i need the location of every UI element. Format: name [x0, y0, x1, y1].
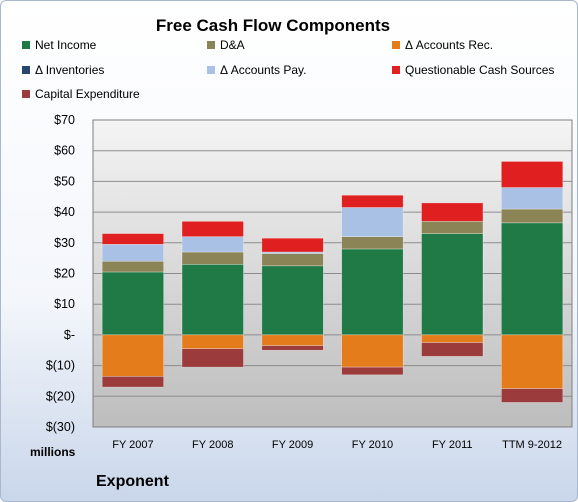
bar-segment: [261, 265, 324, 336]
bar-segment: [101, 233, 164, 245]
bar-segment: [421, 342, 484, 357]
y-tick-label: $70: [54, 113, 75, 127]
y-tick-label: $40: [54, 205, 75, 219]
bar-segment: [341, 236, 404, 250]
chart-title: Free Cash Flow Components: [156, 16, 390, 35]
bar-segment: [341, 366, 404, 376]
bar-segment: [341, 334, 404, 368]
bar-segment: [101, 376, 164, 388]
bar-segment: [421, 334, 484, 343]
y-tick-label: $50: [54, 174, 75, 188]
y-tick-label: $60: [54, 144, 75, 158]
legend-swatch: [207, 41, 215, 49]
bar-segment: [101, 271, 164, 336]
y-tick-label: $(20): [46, 389, 75, 403]
bar-segment: [261, 237, 324, 253]
y-tick-label: $-: [64, 328, 75, 342]
bar-segment: [181, 348, 244, 368]
bar-segment: [421, 221, 484, 234]
bar-segment: [181, 251, 244, 265]
bar-segment: [501, 187, 564, 210]
bar-segment: [181, 236, 244, 253]
legend-label: Δ Accounts Rec.: [405, 38, 493, 52]
bar-segment: [261, 334, 324, 346]
y-tick-label: $20: [54, 267, 75, 281]
bar-segment: [181, 221, 244, 237]
legend-label: Questionable Cash Sources: [405, 63, 554, 77]
bar-segment: [101, 334, 164, 377]
bar-segment: [501, 334, 564, 389]
bar-segment: [341, 207, 404, 237]
y-tick-label: $(10): [46, 359, 75, 373]
bar-segment: [101, 260, 164, 273]
legend-swatch: [22, 66, 30, 74]
gridlines: [93, 150, 572, 397]
legend-label: Capital Expenditure: [35, 87, 140, 101]
legend-swatch: [22, 41, 30, 49]
bar-segment: [341, 248, 404, 336]
legend-swatch: [392, 66, 400, 74]
bar-segment: [341, 194, 404, 208]
bar-segment: [261, 253, 324, 267]
bar-segment: [101, 244, 164, 262]
bars: [101, 161, 564, 403]
x-category-label: FY 2011: [432, 439, 473, 451]
legend-label: D&A: [220, 38, 245, 52]
x-category-label: FY 2009: [272, 439, 313, 451]
legend-swatch: [22, 90, 30, 98]
legend-swatch: [392, 41, 400, 49]
legend: Net Income D&A Δ Accounts Rec. Δ Inventorie…: [22, 38, 554, 101]
bar-segment: [501, 388, 564, 403]
bar-segment: [261, 345, 324, 351]
legend-swatch: [207, 66, 215, 74]
y-tick-label: $30: [54, 236, 75, 250]
legend-label: Δ Accounts Pay.: [220, 63, 307, 77]
y-tick-label: $(30): [46, 420, 75, 434]
bar-segment: [421, 202, 484, 222]
legend-label: Net Income: [35, 38, 97, 52]
units-label: millions: [30, 445, 76, 459]
x-category-label: FY 2008: [192, 439, 233, 451]
bar-segment: [501, 208, 564, 224]
x-category-label: TTM 9-2012: [502, 439, 562, 451]
company-name: Exponent: [96, 473, 170, 490]
bar-segment: [421, 233, 484, 336]
y-tick-label: $10: [54, 297, 75, 311]
bar-segment: [181, 334, 244, 350]
x-axis-categories: FY 2007 FY 2008 FY 2009 FY 2010 FY 2011 TTM 9…: [112, 439, 562, 451]
legend-label: Δ Inventories: [35, 63, 104, 77]
x-category-label: FY 2007: [112, 439, 153, 451]
y-axis-ticks: $70 $60 $50 $40 $30 $20 $10 $- $(10) $(20) $(30): [46, 113, 75, 434]
bar-segment: [181, 263, 244, 336]
x-category-label: FY 2010: [352, 439, 393, 451]
bar-segment: [501, 161, 564, 188]
bar-segment: [501, 222, 564, 336]
